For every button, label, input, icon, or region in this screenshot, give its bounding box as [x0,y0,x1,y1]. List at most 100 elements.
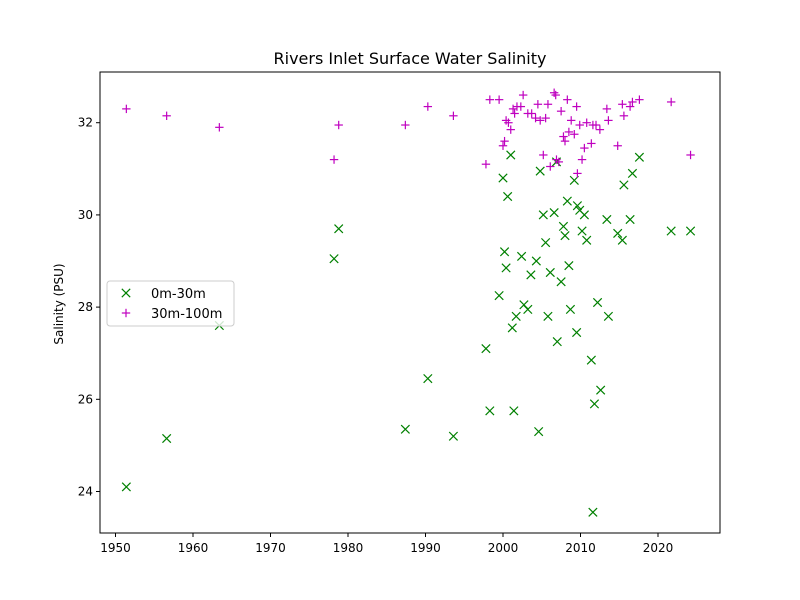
x-tick-label: 2020 [643,541,674,555]
data-point [666,97,676,107]
data-point [556,106,566,116]
legend-marker [121,308,131,318]
data-point [494,95,504,104]
data-point [162,111,171,120]
series-0m-30m [121,150,696,517]
data-point [162,433,172,444]
data-point [526,270,536,280]
data-point [485,95,495,104]
data-point [494,290,504,301]
data-point [558,221,569,232]
data-point [334,224,344,234]
legend-box [106,280,235,327]
data-point [560,136,570,146]
data-point [628,97,637,107]
series-30m-100m [122,88,695,178]
data-point [582,118,591,127]
data-point [516,102,526,111]
data-point [575,120,584,130]
y-tick-label: 32 [78,116,93,130]
data-point [498,141,508,150]
data-point [527,109,536,118]
data-point [565,304,576,315]
data-point [686,150,695,160]
data-point [449,111,458,120]
data-point [552,337,562,347]
data-point [536,116,545,125]
data-point [577,226,587,236]
data-point [580,143,589,153]
data-point [545,267,555,278]
data-point [556,277,566,287]
data-point [541,237,551,248]
data-point [501,263,511,273]
data-point [329,155,339,164]
data-point [546,162,555,171]
data-point [603,311,614,321]
data-point [499,247,510,257]
data-point [564,127,574,137]
data-point [485,406,495,416]
x-tick-label: 1950 [100,541,131,555]
data-point [539,150,548,160]
data-point [533,100,543,109]
x-tick-label: 1990 [410,541,441,555]
data-point [567,116,576,125]
plot-marks [121,88,696,517]
data-point [506,125,515,134]
data-point [523,304,533,315]
x-tick-label: 1960 [178,541,209,555]
data-point [619,180,629,190]
data-point [518,90,528,100]
data-point [596,385,606,395]
data-point [541,113,550,123]
data-point [595,125,605,134]
data-point [481,160,491,169]
data-point [554,157,563,167]
data-point [334,120,343,130]
data-point [531,113,540,123]
data-point [586,355,596,365]
data-point [579,210,589,220]
data-point [562,196,572,206]
data-point [577,155,587,164]
data-point [560,231,570,241]
data-point [511,311,521,321]
data-point [587,139,596,148]
data-point [589,399,600,409]
data-point [625,102,635,111]
plot-frame [99,71,721,534]
y-tick-label: 28 [78,300,93,314]
data-point [498,173,508,183]
data-point [559,132,568,141]
data-point [510,109,519,118]
x-tick-label: 1980 [333,541,364,555]
data-point [423,102,433,111]
data-point [549,207,559,218]
data-point [534,426,544,437]
data-point [543,311,553,321]
data-point [592,297,603,308]
data-point [215,123,224,132]
data-point [538,210,548,220]
data-point [503,191,513,202]
data-point [506,150,516,160]
y-tick-label: 24 [78,485,93,499]
data-point [516,251,527,262]
data-point [563,95,572,104]
data-point [329,254,339,264]
data-point [613,228,623,238]
data-point [551,90,560,100]
data-point [400,424,410,434]
data-point [121,482,131,492]
data-point [423,373,433,384]
data-point [591,120,601,130]
data-point [572,201,583,211]
legend: 0m-30m 30m-100m [106,280,235,327]
legend-marker [121,288,131,298]
data-point [531,256,541,266]
data-point [617,235,627,245]
x-tick-label: 2010 [565,541,596,555]
y-axis-label: Salinity (PSU) [52,263,66,344]
legend-label: 30m-100m [151,307,222,322]
